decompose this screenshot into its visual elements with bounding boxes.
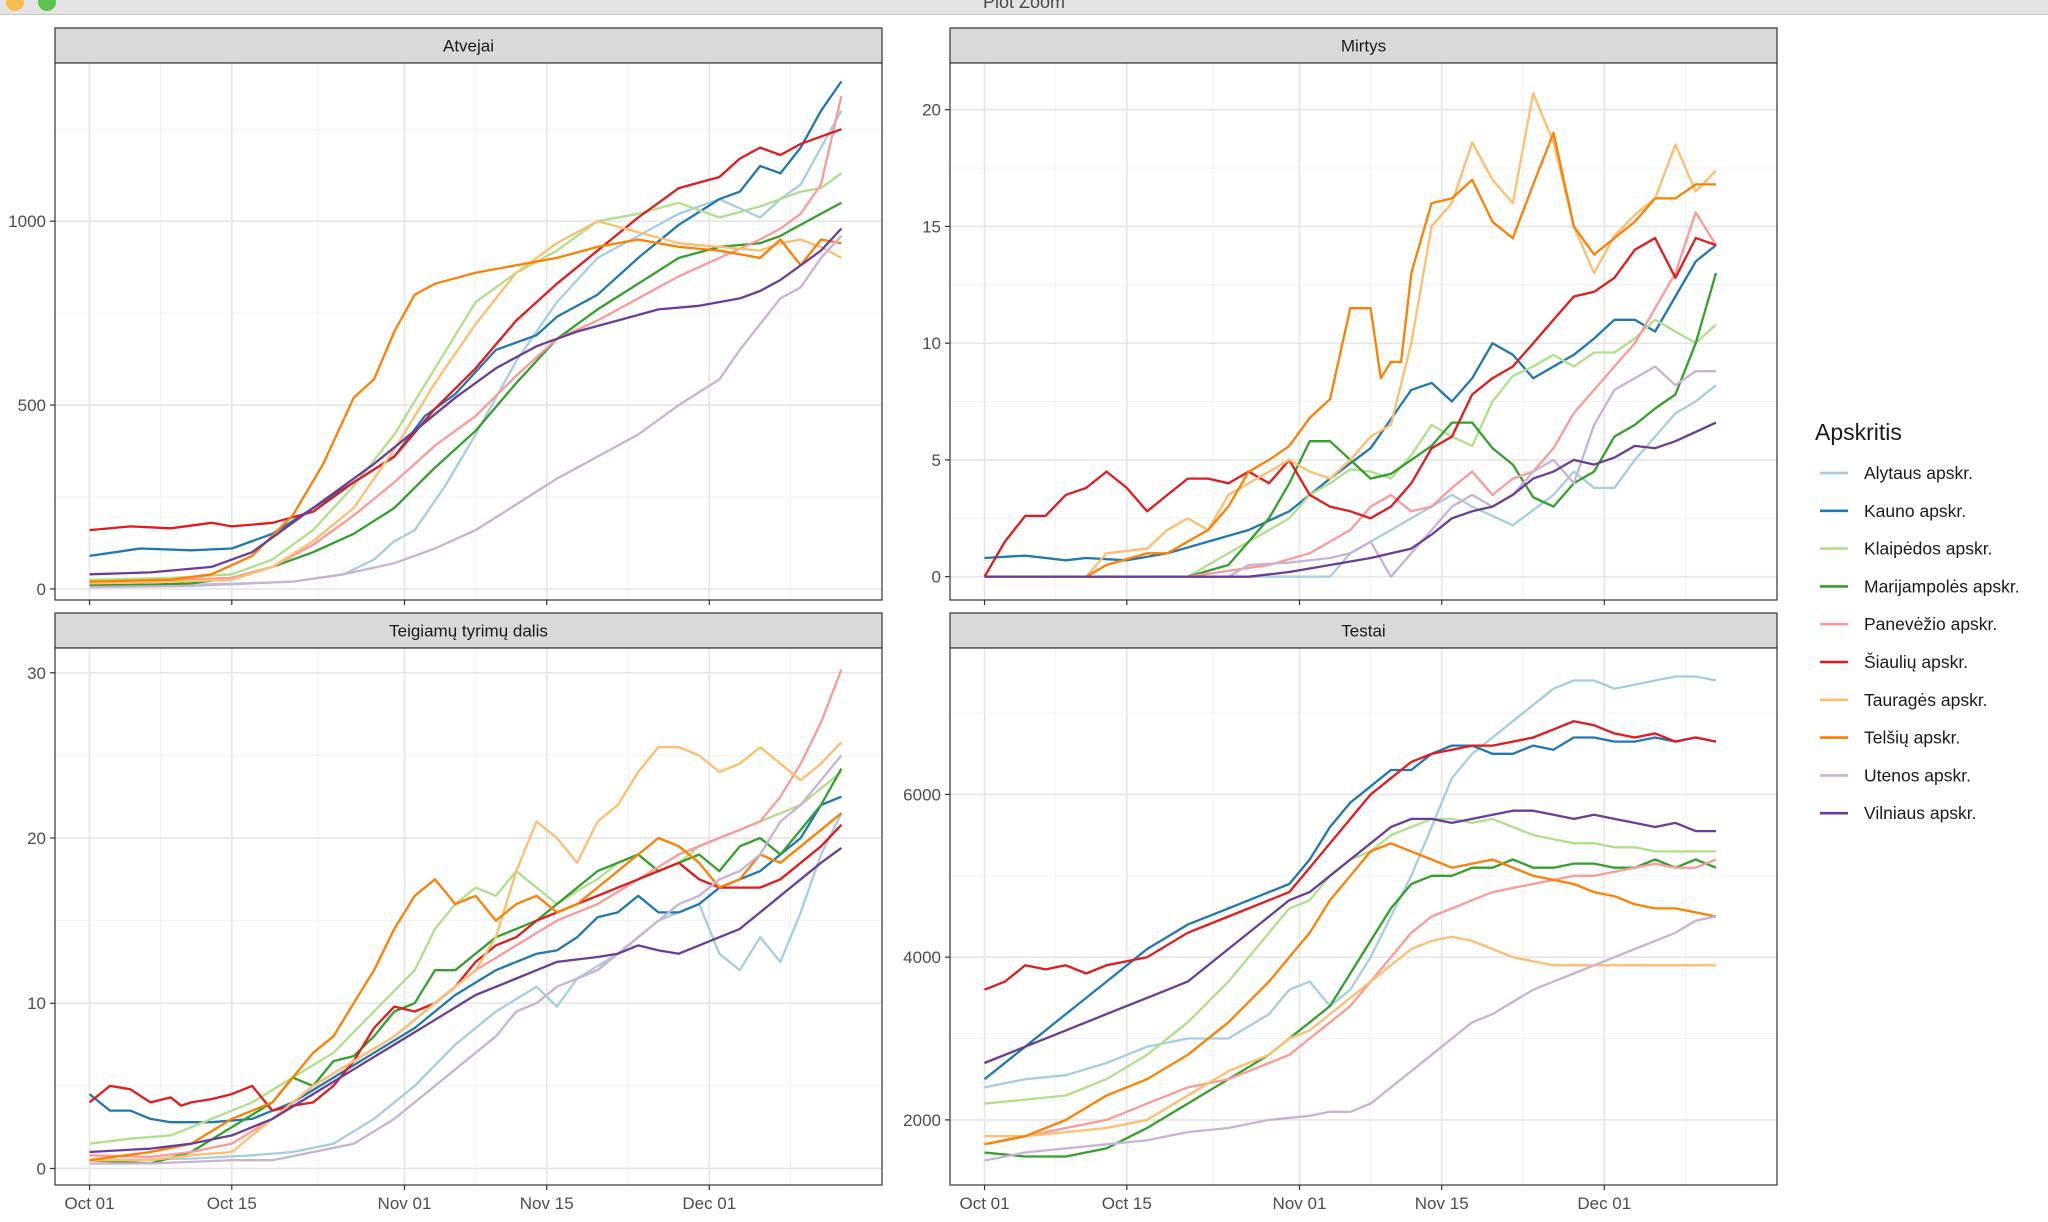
y-tick-label: 20 [27, 829, 46, 848]
facet-panel-4: Testai 2000 4000 6000 Oct 01 Oct 15 Nov 01 Nov … [903, 612, 1778, 1213]
y-tick-label: 15 [922, 217, 941, 236]
series-line-siauliu-apskr [89, 128, 842, 532]
series-line-taurages-apskr [984, 935, 1716, 1138]
series-line-panevezio-apskr [984, 211, 1717, 578]
y-tick-label: 2000 [903, 1111, 941, 1130]
window-title: Plot Zoom [982, 0, 1066, 12]
y-tick-label: 500 [18, 396, 46, 415]
facet-title: Mirtys [1341, 37, 1386, 56]
series-line-taurages-apskr [89, 741, 843, 1162]
y-tick-label: 4000 [903, 948, 941, 967]
facet-title: Atvejai [443, 37, 494, 56]
y-tick-label: 1000 [8, 212, 46, 231]
series-line-telsiu-apskr [984, 131, 1716, 578]
facet-title: Testai [1341, 622, 1385, 641]
panel-border [949, 647, 1778, 1186]
series-line-siauliu-apskr [983, 236, 1717, 578]
y-tick-label: 6000 [903, 785, 941, 804]
series-line-utenos-apskr [89, 754, 843, 1165]
x-tick-label: Oct 15 [207, 1194, 257, 1213]
minimize-window-button[interactable] [6, 0, 24, 11]
series-line-alytaus-apskr [89, 812, 843, 1162]
x-tick-label: Nov 15 [520, 1194, 574, 1213]
y-tick-label: 5 [932, 451, 941, 470]
series-line-vilniaus-apskr [89, 846, 843, 1154]
series-line-kauno-apskr [984, 244, 1717, 562]
series-line-marijampoles-apskr [89, 768, 843, 1165]
y-tick-label: 10 [922, 334, 941, 353]
series-line-telsiu-apskr [89, 238, 842, 583]
series-line-vilniaus-apskr [984, 809, 1716, 1065]
facet-strip [54, 27, 883, 64]
panel-background [950, 648, 1777, 1185]
x-tick-label: Oct 01 [959, 1194, 1009, 1213]
series-line-vilniaus-apskr [89, 227, 843, 576]
series-line-panevezio-apskr [89, 669, 843, 1159]
legend: Apskritis Alytaus apskr. Kauno apskr. Klaip… [1815, 419, 2020, 823]
series-line-alytaus-apskr [984, 675, 1717, 1089]
panel-background [950, 63, 1777, 600]
series-line-utenos-apskr [984, 915, 1717, 1162]
panel-border [949, 62, 1778, 601]
series-line-kauno-apskr [89, 80, 843, 558]
x-tick-label: Nov 01 [378, 1194, 432, 1213]
facet-strip [54, 612, 883, 649]
series-line-taurages-apskr [89, 220, 842, 585]
x-tick-label: Oct 15 [1102, 1194, 1152, 1213]
legend-label: Klaipėdos apskr. [1864, 539, 1992, 559]
legend-label: Kauno apskr. [1864, 501, 1966, 521]
facet-strip [949, 27, 1778, 64]
x-tick-label: Nov 15 [1415, 1194, 1469, 1213]
legend-label: Tauragės apskr. [1864, 690, 1988, 710]
facet-panel-3: Teigiamų tyrimų dalis 0 10 20 30 Oct 01 Oct 15… [27, 612, 883, 1213]
series-line-telsiu-apskr [984, 842, 1717, 1146]
panel-background [55, 648, 882, 1185]
zoom-window-button[interactable] [38, 0, 56, 11]
facet-panel-2: Mirtys 0 5 10 15 20 [922, 27, 1778, 605]
series-line-utenos-apskr [984, 365, 1716, 578]
x-tick-label: Oct 01 [64, 1194, 114, 1213]
legend-title: Apskritis [1815, 419, 1902, 445]
legend-label: Telšių apskr. [1864, 728, 1960, 748]
panel-border [54, 62, 883, 601]
series-line-marijampoles-apskr [984, 272, 1718, 578]
series-line-klaipedos-apskr [984, 817, 1716, 1105]
x-tick-label: Dec 01 [682, 1194, 736, 1213]
window-titlebar: Plot Zoom [0, 0, 2048, 15]
series-line-telsiu-apskr [89, 812, 843, 1162]
y-tick-label: 10 [27, 994, 46, 1013]
panel-background [55, 63, 882, 600]
facet-title: Teigiamų tyrimų dalis [389, 622, 548, 641]
legend-label: Vilniaus apskr. [1864, 803, 1977, 823]
panel-border [54, 647, 883, 1186]
facet-panel-1: Atvejai 0 500 1000 [8, 27, 883, 605]
legend-label: Utenos apskr. [1864, 765, 1971, 785]
series-line-vilniaus-apskr [984, 421, 1717, 578]
legend-label: Šiaulių apskr. [1864, 651, 1968, 672]
y-tick-label: 30 [27, 664, 46, 683]
y-tick-label: 0 [932, 568, 941, 587]
x-tick-label: Dec 01 [1577, 1194, 1631, 1213]
legend-label: Panevėžio apskr. [1864, 614, 1997, 634]
series-line-kauno-apskr [983, 736, 1717, 1081]
series-line-panevezio-apskr [984, 858, 1717, 1146]
series-line-utenos-apskr [89, 235, 843, 589]
series-line-marijampoles-apskr [984, 858, 1717, 1158]
y-tick-label: 0 [37, 1159, 46, 1178]
series-line-siauliu-apskr [984, 720, 1717, 991]
legend-label: Alytaus apskr. [1864, 463, 1973, 483]
x-tick-label: Nov 01 [1273, 1194, 1327, 1213]
y-tick-label: 20 [922, 101, 941, 120]
y-tick-label: 0 [37, 580, 46, 599]
legend-label: Marijampolės apskr. [1864, 576, 2020, 596]
